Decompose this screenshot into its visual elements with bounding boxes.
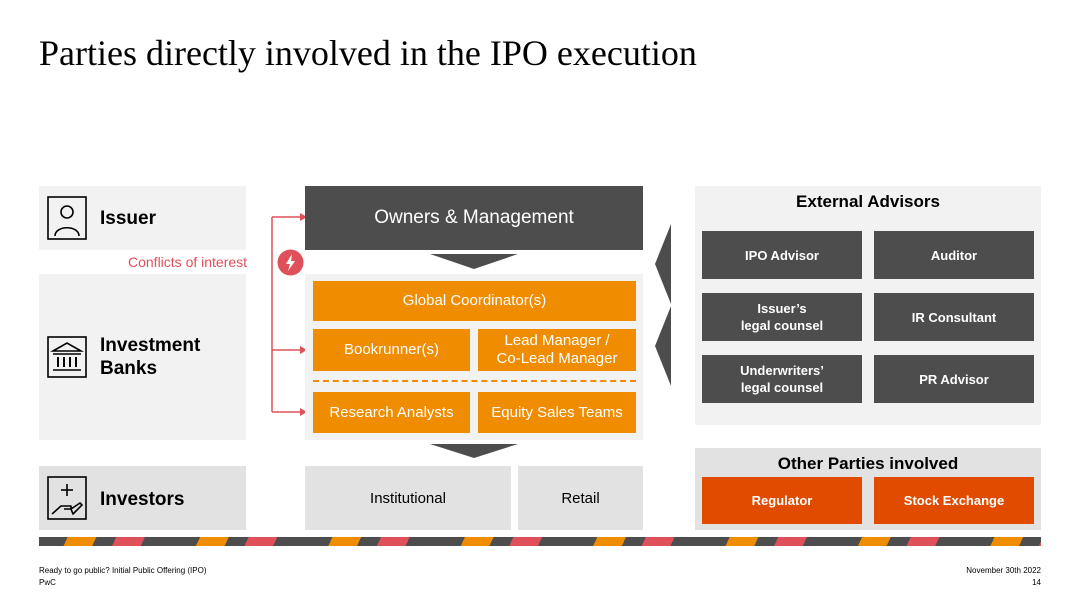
conflict-connectors (271, 213, 307, 416)
investor-hand-icon (47, 476, 87, 520)
equity-sales-box: Equity Sales Teams (478, 392, 636, 433)
underwriters-counsel-line-1: Underwriters’ (740, 363, 824, 378)
person-icon (47, 196, 87, 240)
page-title: Parties directly involved in the IPO exe… (39, 33, 697, 73)
down-arrow-1 (430, 254, 518, 269)
lead-manager-box: Lead Manager / Co-Lead Manager (478, 329, 636, 371)
lightning-icon (277, 249, 304, 276)
external-advisors-title: External Advisors (796, 192, 940, 211)
issuer-legal-counsel-box: Issuer’s legal counsel (702, 293, 862, 341)
owners-management-box: Owners & Management (305, 186, 643, 250)
conflicts-label: Conflicts of interest (128, 254, 248, 270)
dashed-divider (313, 380, 636, 382)
footer-date: November 30th 2022 (966, 566, 1041, 575)
footer-document: Ready to go public? Initial Public Offer… (39, 566, 207, 575)
lead-manager-line-1: Lead Manager / (504, 332, 610, 349)
investors-box: Investors (39, 466, 246, 530)
down-arrow-2 (430, 444, 518, 458)
institutional-box: Institutional (305, 466, 511, 530)
lead-manager-line-2: Co-Lead Manager (496, 350, 618, 367)
underwriters-counsel-line-2: legal counsel (740, 380, 824, 395)
footer-company: PwC (39, 578, 56, 587)
research-analysts-box: Research Analysts (313, 392, 470, 433)
decorative-stripe-bar (39, 537, 1041, 546)
stock-exchange-box: Stock Exchange (874, 477, 1034, 524)
issuer-counsel-line-1: Issuer’s (757, 301, 807, 316)
investment-banks-box: Investment Banks (39, 274, 246, 440)
left-chevron-1 (655, 224, 671, 304)
issuer-counsel-line-2: legal counsel (740, 318, 824, 333)
regulator-box: Regulator (702, 477, 862, 524)
investors-label: Investors (100, 489, 185, 510)
global-coordinator-box: Global Coordinator(s) (313, 281, 636, 321)
banks-line-1: Investment (100, 335, 201, 356)
issuer-box: Issuer (39, 186, 246, 250)
investment-banks-label: Investment Banks (100, 334, 200, 380)
ir-consultant-box: IR Consultant (874, 293, 1034, 341)
footer-page: 14 (1032, 578, 1041, 587)
pr-advisor-box: PR Advisor (874, 355, 1034, 403)
bank-icon (47, 336, 87, 378)
banks-line-2: Banks (100, 358, 158, 379)
bookrunner-box: Bookrunner(s) (313, 329, 470, 371)
auditor-box: Auditor (874, 231, 1034, 279)
underwriters-legal-counsel-box: Underwriters’ legal counsel (702, 355, 862, 403)
retail-box: Retail (518, 466, 643, 530)
issuer-label: Issuer (100, 208, 156, 229)
other-parties-title: Other Parties involved (777, 454, 959, 473)
left-chevron-2 (655, 306, 671, 386)
ipo-advisor-box: IPO Advisor (702, 231, 862, 279)
